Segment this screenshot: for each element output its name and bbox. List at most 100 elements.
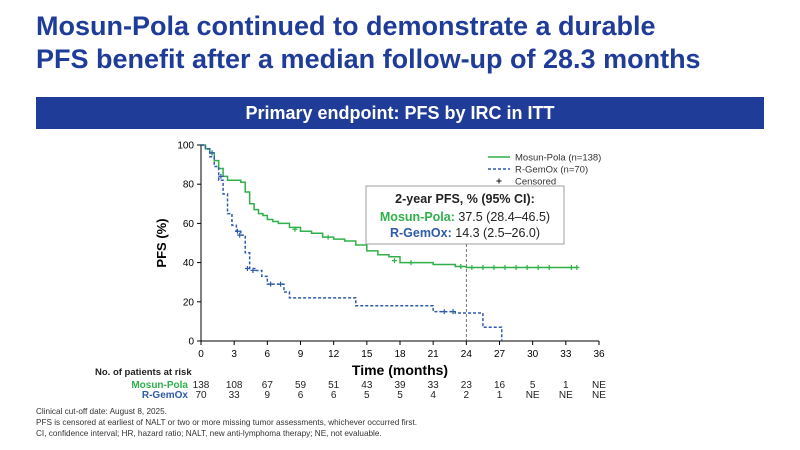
stats-box-heading: 2-year PFS, % (95% CI): bbox=[395, 192, 535, 206]
stats-box-row-value: 14.3 (2.5–26.0) bbox=[452, 226, 540, 240]
risk-cell: NE bbox=[526, 390, 540, 401]
risk-cell: 138 bbox=[193, 380, 210, 391]
risk-cell: 6 bbox=[298, 390, 304, 401]
censor-mark bbox=[469, 265, 475, 270]
censor-mark bbox=[292, 226, 298, 232]
risk-table: No. of patients at risk Mosun-Pola 138 108 6… bbox=[95, 367, 606, 401]
censor-mark bbox=[244, 265, 250, 271]
stats-box-row-label: R-GemOx: bbox=[390, 226, 452, 240]
x-tick-label: 36 bbox=[593, 349, 605, 360]
censor-mark bbox=[209, 150, 215, 156]
censor-mark bbox=[268, 281, 274, 287]
censor-mark bbox=[408, 260, 414, 266]
risk-cell: NE bbox=[592, 390, 606, 401]
censor-mark bbox=[480, 265, 486, 270]
stats-box-row-label: Mosun-Pola: bbox=[380, 210, 455, 224]
series-line-mosun-pola bbox=[201, 144, 577, 269]
title-line-1: Mosun-Pola continued to demonstrate a du… bbox=[36, 11, 656, 41]
risk-cell: NE bbox=[592, 380, 606, 391]
censor-mark bbox=[524, 265, 530, 270]
censor-mark bbox=[502, 265, 508, 270]
censor-mark bbox=[325, 234, 331, 240]
risk-cell: 1 bbox=[563, 380, 569, 391]
x-tick-label: 0 bbox=[198, 349, 204, 360]
censor-mark bbox=[568, 265, 574, 270]
risk-cell: 59 bbox=[295, 380, 307, 391]
censor-mark bbox=[441, 309, 447, 315]
y-tick-label: 80 bbox=[183, 180, 195, 191]
risk-cell: 5 bbox=[397, 390, 403, 401]
x-tick-label: 33 bbox=[560, 349, 572, 360]
censor-mark bbox=[278, 281, 284, 287]
risk-cell: 108 bbox=[226, 380, 243, 391]
risk-cell: 43 bbox=[361, 380, 373, 391]
x-tick-label: 15 bbox=[361, 349, 373, 360]
risk-cell: 6 bbox=[331, 390, 337, 401]
stats-box-frame bbox=[365, 185, 565, 245]
y-tick-label: 60 bbox=[183, 219, 195, 230]
footnote-3: CI, confidence interval; HR, hazard rati… bbox=[36, 429, 382, 438]
censor-mark bbox=[234, 228, 240, 234]
y-tick-label: 20 bbox=[183, 297, 195, 308]
x-tick-label: 27 bbox=[494, 349, 506, 360]
x-tick-label: 9 bbox=[298, 349, 304, 360]
censor-mark bbox=[574, 265, 580, 270]
legend-label-r-gemox: R-GemOx (n=70) bbox=[515, 165, 588, 176]
censor-mark bbox=[250, 267, 256, 273]
title-line-2: PFS benefit after a median follow-up of … bbox=[36, 44, 701, 74]
y-tick-label: 40 bbox=[183, 258, 195, 269]
risk-cell: 5 bbox=[530, 380, 536, 391]
risk-cell: 51 bbox=[328, 380, 340, 391]
x-axis-label: Time (months) bbox=[352, 362, 448, 378]
risk-cell: 33 bbox=[428, 380, 440, 391]
censor-mark bbox=[491, 265, 497, 270]
stats-box-row-value: 37.5 (28.4–46.5) bbox=[455, 210, 550, 224]
stats-box: 2-year PFS, % (95% CI): Mosun-Pola: 37.5 … bbox=[365, 185, 565, 245]
risk-cell: NE bbox=[559, 390, 573, 401]
risk-cell: 39 bbox=[394, 380, 406, 391]
risk-cell: 4 bbox=[430, 390, 436, 401]
x-tick-label: 21 bbox=[428, 349, 440, 360]
y-axis-label: PFS (%) bbox=[154, 218, 169, 267]
x-tick-label: 18 bbox=[394, 349, 406, 360]
censor-mark bbox=[450, 309, 456, 315]
risk-table-heading: No. of patients at risk bbox=[95, 367, 192, 378]
censor-mark bbox=[458, 264, 464, 270]
risk-cell: 70 bbox=[195, 390, 207, 401]
risk-cell: 5 bbox=[364, 390, 370, 401]
stats-box-row: R-GemOx: 14.3 (2.5–26.0) bbox=[390, 226, 540, 240]
censor-mark bbox=[218, 173, 224, 179]
footnote-2: PFS is censored at earliest of NALT or t… bbox=[36, 418, 418, 427]
legend-label-censored: Censored bbox=[515, 177, 556, 188]
legend-label-mosun-pola: Mosun-Pola (n=138) bbox=[515, 153, 601, 164]
risk-cell: 2 bbox=[464, 390, 470, 401]
x-tick-label: 30 bbox=[527, 349, 539, 360]
risk-cell: 9 bbox=[265, 390, 271, 401]
x-tick-label: 3 bbox=[231, 349, 237, 360]
chart-legend: Mosun-Pola (n=138)R-GemOx (n=70)Censored bbox=[488, 153, 601, 188]
censor-mark bbox=[391, 258, 397, 264]
censor-mark bbox=[237, 232, 243, 238]
footnotes: Clinical cut-off date: August 8, 2025. P… bbox=[36, 406, 776, 439]
x-tick-label: 24 bbox=[461, 349, 473, 360]
footnote-1: Clinical cut-off date: August 8, 2025. bbox=[36, 407, 167, 416]
risk-row-label: Mosun-Pola bbox=[131, 380, 188, 391]
risk-cell: 33 bbox=[229, 390, 241, 401]
y-tick-label: 0 bbox=[188, 337, 194, 348]
risk-cell: 67 bbox=[262, 380, 274, 391]
risk-cell: 1 bbox=[497, 390, 503, 401]
stats-box-row: Mosun-Pola: 37.5 (28.4–46.5) bbox=[380, 210, 550, 224]
x-tick-label: 12 bbox=[328, 349, 340, 360]
y-tick-label: 100 bbox=[177, 141, 194, 152]
censor-mark bbox=[513, 265, 519, 270]
risk-row-label: R-GemOx bbox=[142, 390, 189, 401]
censor-mark bbox=[546, 265, 552, 270]
x-tick-label: 6 bbox=[265, 349, 271, 360]
section-banner: Primary endpoint: PFS by IRC in ITT bbox=[36, 97, 764, 129]
risk-cell: 16 bbox=[494, 380, 506, 391]
legend-censored-marker bbox=[496, 178, 502, 184]
chart-curves bbox=[201, 144, 580, 341]
censor-mark bbox=[535, 265, 541, 270]
